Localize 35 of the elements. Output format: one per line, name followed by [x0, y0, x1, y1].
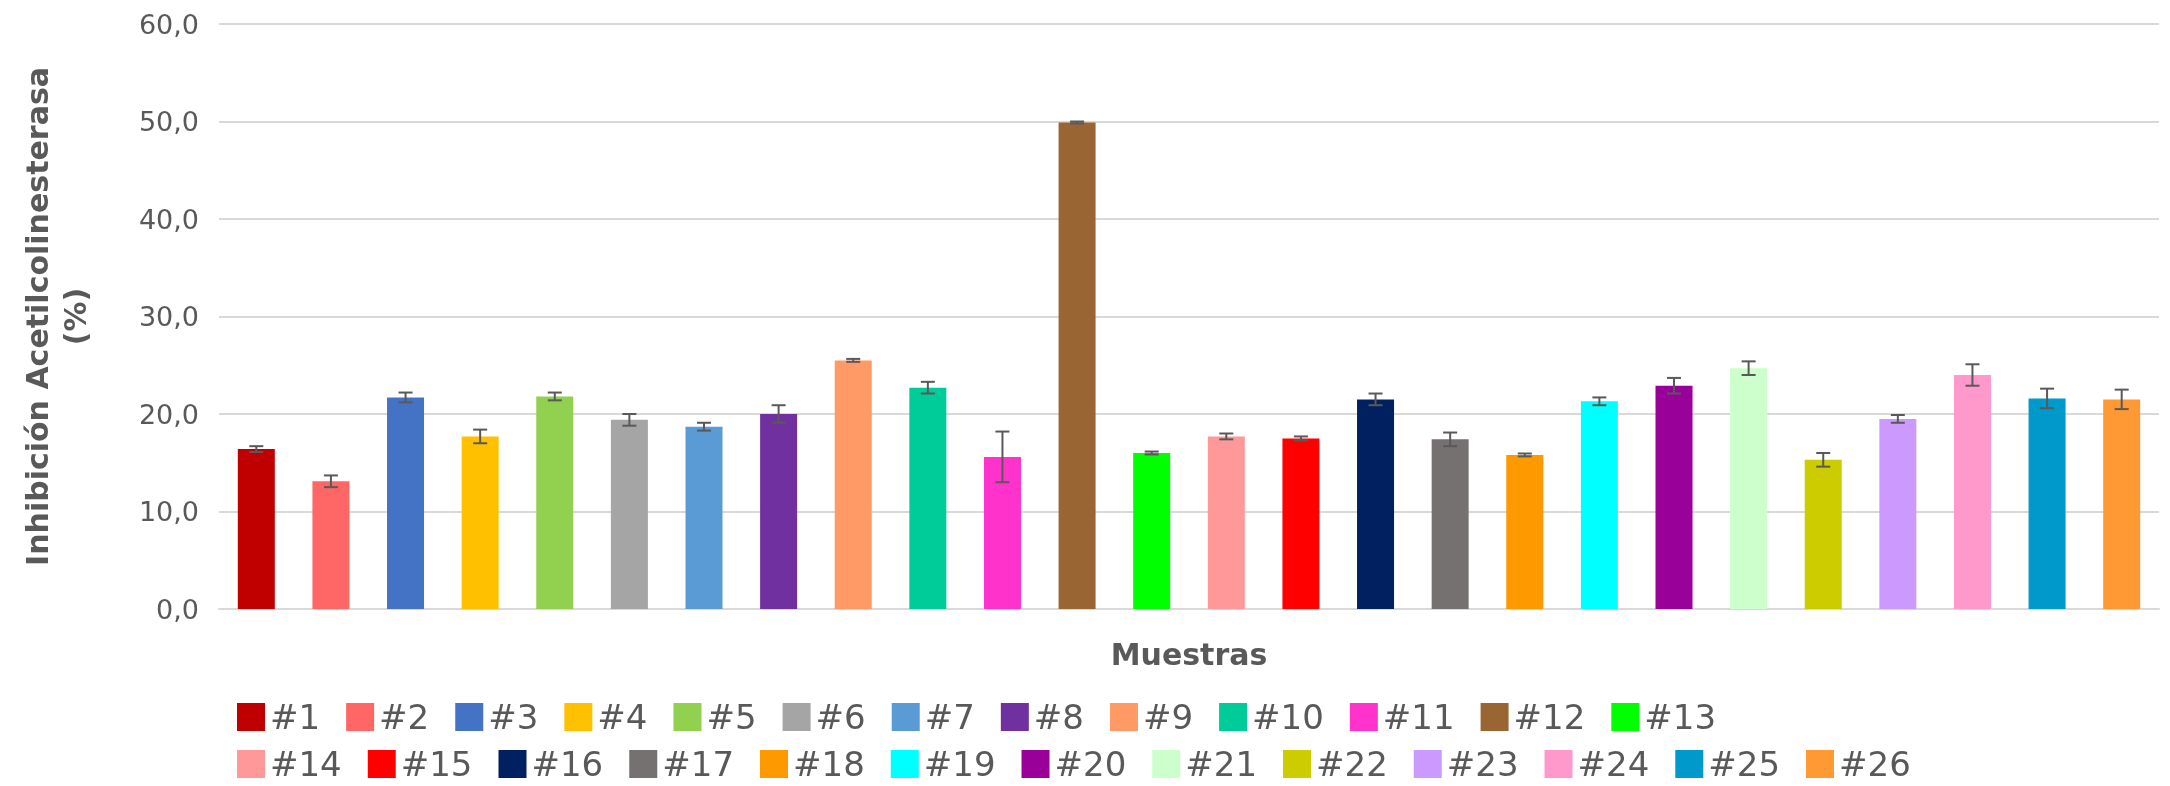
x-axis-title: Muestras — [1110, 636, 1268, 672]
legend-label: #3 — [488, 697, 539, 737]
legend-label: #13 — [1644, 697, 1717, 737]
legend-label: #25 — [1708, 744, 1781, 784]
legend-label: #5 — [706, 697, 757, 737]
legend-label: #2 — [379, 697, 430, 737]
legend-label: #20 — [1054, 744, 1127, 784]
legend-label: #12 — [1513, 697, 1586, 737]
legend-label: #24 — [1577, 744, 1650, 784]
legend-label: #15 — [400, 744, 473, 784]
legend-label: #1 — [270, 697, 321, 737]
legend-label: #16 — [531, 744, 604, 784]
legend-label: #11 — [1382, 697, 1455, 737]
legend-label: #22 — [1316, 744, 1388, 784]
y-tick-label: 10,0 — [138, 496, 199, 527]
legend-label: #8 — [1033, 697, 1084, 737]
legend-label: #10 — [1252, 697, 1324, 737]
legend-label: #4 — [597, 697, 648, 737]
legend-label: #9 — [1142, 697, 1194, 737]
y-tick-label: 0,0 — [156, 593, 199, 625]
legend-label: #14 — [270, 744, 342, 784]
y-tick-label: 30,0 — [138, 301, 199, 332]
legend-label: #6 — [815, 697, 866, 737]
legend-label: #18 — [793, 744, 865, 784]
y-tick-label: 40,0 — [138, 203, 199, 235]
legend-label: #23 — [1446, 744, 1519, 784]
y-tick-label: 20,0 — [138, 398, 199, 430]
legend-label: #19 — [923, 744, 996, 784]
y-axis-title: Inhibición Acetilcolinesterasa (%) — [19, 67, 93, 566]
legend-label: #21 — [1185, 744, 1258, 784]
legend-label: #7 — [924, 697, 975, 737]
y-tick-label: 50,0 — [138, 106, 199, 137]
legend-label: #26 — [1839, 744, 1911, 784]
y-tick-label: 60,0 — [138, 8, 199, 40]
legend-label: #17 — [662, 744, 735, 784]
